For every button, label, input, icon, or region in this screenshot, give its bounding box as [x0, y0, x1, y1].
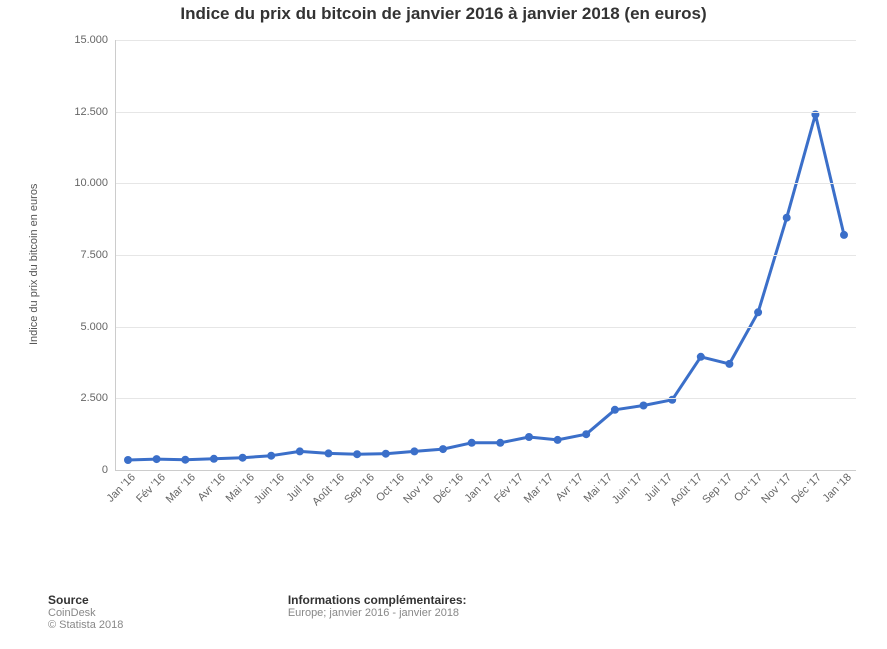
data-point — [582, 430, 590, 438]
data-point — [410, 447, 418, 455]
data-point — [554, 436, 562, 444]
x-tick-label: Avr '17 — [552, 470, 586, 504]
grid-line — [116, 327, 856, 328]
source-name: CoinDesk — [48, 607, 123, 619]
data-point — [668, 396, 676, 404]
data-point — [267, 452, 275, 460]
data-point — [439, 445, 447, 453]
data-point — [525, 433, 533, 441]
data-point — [239, 454, 247, 462]
x-tick-label: Sep '16 — [341, 470, 377, 506]
data-point — [353, 450, 361, 458]
chart-title: Indice du prix du bitcoin de janvier 201… — [0, 4, 887, 24]
x-tick-label: Août '16 — [309, 470, 347, 508]
data-point — [468, 439, 476, 447]
x-tick-label: Juin '16 — [251, 470, 287, 506]
x-tick-label: Mar '17 — [520, 470, 556, 506]
grid-line — [116, 40, 856, 41]
data-point — [611, 406, 619, 414]
y-tick-label: 2.500 — [80, 392, 116, 404]
data-point — [725, 360, 733, 368]
x-tick-label: Mai '16 — [222, 470, 257, 505]
plot-area: 02.5005.0007.50010.00012.50015.000Jan '1… — [115, 40, 856, 471]
data-point — [640, 402, 648, 410]
x-tick-label: Sep '17 — [699, 470, 735, 506]
info-detail: Europe; janvier 2016 - janvier 2018 — [288, 607, 467, 619]
y-tick-label: 15.000 — [74, 34, 116, 46]
x-tick-label: Déc '16 — [430, 470, 466, 506]
y-tick-label: 5.000 — [80, 321, 116, 333]
data-point — [840, 231, 848, 239]
x-tick-label: Nov '16 — [400, 470, 436, 506]
chart-container: { "chart": { "type": "line", "title": "I… — [0, 0, 887, 649]
y-tick-label: 12.500 — [74, 106, 116, 118]
data-point — [382, 450, 390, 458]
info-heading: Informations complémentaires: — [288, 593, 467, 607]
copyright: © Statista 2018 — [48, 619, 123, 631]
data-point — [697, 353, 705, 361]
chart-footer: Source CoinDesk © Statista 2018 Informat… — [48, 593, 848, 631]
grid-line — [116, 255, 856, 256]
data-point — [210, 455, 218, 463]
x-tick-label: Oct '16 — [372, 470, 406, 504]
data-point — [181, 456, 189, 464]
x-tick-label: Jan '17 — [461, 470, 496, 505]
data-point — [124, 456, 132, 464]
x-tick-label: Fév '17 — [491, 470, 526, 505]
data-point — [496, 439, 504, 447]
grid-line — [116, 112, 856, 113]
footer-info-block: Informations complémentaires: Europe; ja… — [288, 593, 467, 619]
data-point — [754, 308, 762, 316]
x-tick-label: Fév '16 — [133, 470, 168, 505]
x-tick-label: Mai '17 — [580, 470, 615, 505]
x-tick-label: Août '17 — [667, 470, 705, 508]
footer-source-block: Source CoinDesk © Statista 2018 — [48, 593, 123, 631]
y-tick-label: 10.000 — [74, 177, 116, 189]
x-tick-label: Jan '18 — [819, 470, 854, 505]
y-tick-label: 0 — [102, 464, 116, 476]
x-tick-label: Déc '17 — [788, 470, 824, 506]
x-tick-label: Juin '17 — [609, 470, 645, 506]
x-tick-label: Nov '17 — [758, 470, 794, 506]
x-tick-label: Oct '17 — [730, 470, 764, 504]
data-point — [783, 214, 791, 222]
x-tick-label: Avr '16 — [194, 470, 228, 504]
grid-line — [116, 398, 856, 399]
data-point — [296, 447, 304, 455]
data-point — [153, 455, 161, 463]
y-axis-label: Indice du prix du bitcoin en euros — [28, 184, 40, 345]
series-line — [128, 115, 844, 461]
data-point — [325, 449, 333, 457]
source-heading: Source — [48, 593, 123, 607]
y-tick-label: 7.500 — [80, 249, 116, 261]
grid-line — [116, 183, 856, 184]
x-tick-label: Mar '16 — [162, 470, 198, 506]
